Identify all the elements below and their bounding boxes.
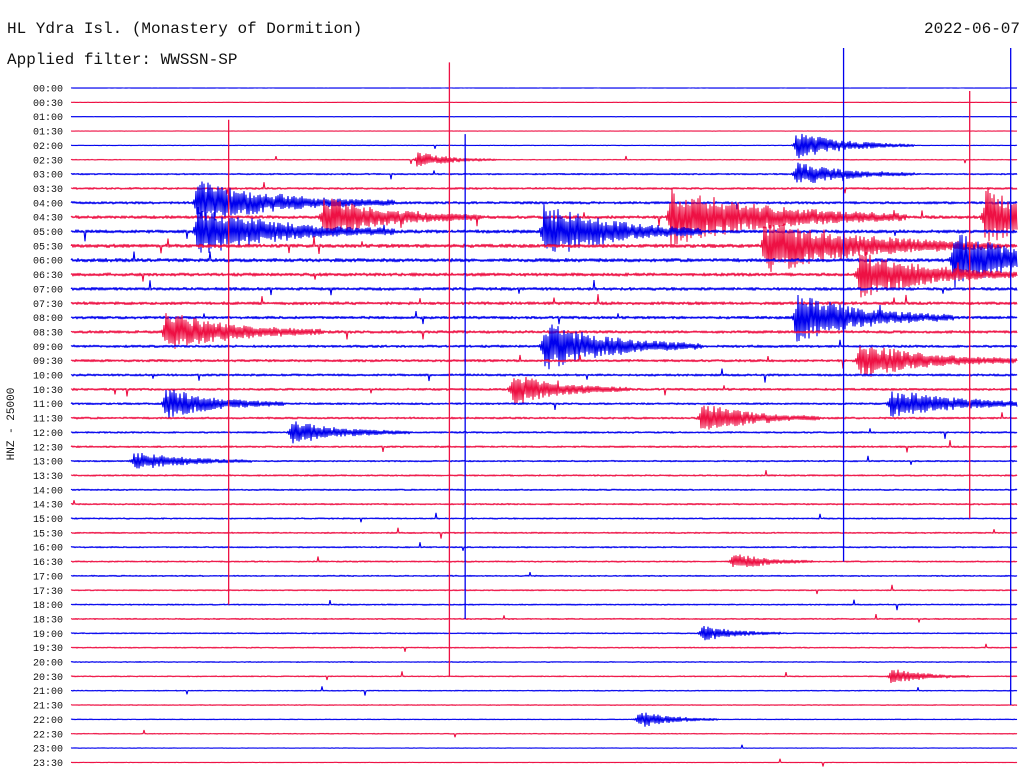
row-time-label: 09:00 [33,343,63,354]
trace-row-2300 [70,744,1018,749]
trace-row-1130 [70,405,1018,430]
trace-row-1700 [70,571,1018,578]
row-time-label: 15:00 [33,515,63,526]
date-label: 2022-06-07 [923,20,1020,38]
row-time-label: 00:00 [33,85,63,96]
row-time-label: 22:30 [33,730,63,741]
trace-row-1300 [70,452,1018,469]
row-time-label: 15:30 [33,529,63,540]
trace-row-0730 [70,294,1018,306]
trace-row-2330 [70,758,1018,767]
row-time-label: 10:30 [33,386,63,397]
row-time-label: 02:00 [33,142,63,153]
channel-axis-label: HNZ - 25000 [6,387,18,461]
row-time-label: 01:30 [33,128,63,139]
filter-label: Applied filter: WWSSN-SP [7,51,238,69]
row-time-label: 07:00 [33,285,63,296]
row-time-label: 03:00 [33,171,63,182]
row-time-label: 20:30 [33,673,63,684]
row-time-label: 11:30 [33,415,63,426]
row-time-label: 05:30 [33,242,63,253]
trace-row-1230 [70,440,1018,453]
trace-row-1200 [70,421,1018,444]
row-time-label: 17:30 [33,587,63,598]
trace-row-1900 [70,626,1018,641]
trace-row-1530 [70,527,1018,539]
row-time-label: 06:00 [33,257,63,268]
row-time-label: 21:00 [33,687,63,698]
row-time-label: 23:30 [33,759,63,770]
trace-row-1630 [70,554,1018,567]
row-time-label: 20:00 [33,659,63,670]
row-time-label: 06:30 [33,271,63,282]
row-time-label: 18:00 [33,601,63,612]
row-time-label: 23:00 [33,745,63,756]
trace-row-0330 [70,182,1018,195]
row-time-label: 08:00 [33,314,63,325]
trace-row-0200 [70,133,1018,159]
trace-row-1330 [70,470,1018,477]
trace-row-1600 [70,542,1018,551]
row-time-label: 19:30 [33,644,63,655]
row-time-label: 01:00 [33,113,63,124]
trace-row-0130 [70,130,1018,132]
trace-row-1030 [70,376,1018,404]
trace-row-1000 [70,368,1018,383]
row-time-label: 00:30 [33,99,63,110]
trace-row-2030 [70,669,1018,683]
trace-row-1430 [70,500,1018,506]
row-time-label: 03:30 [33,185,63,196]
row-time-label: 11:00 [33,400,63,411]
row-time-label: 17:00 [33,572,63,583]
row-time-label: 16:00 [33,544,63,555]
row-time-label: 13:00 [33,458,63,469]
row-time-label: 02:30 [33,156,63,167]
row-time-label: 09:30 [33,357,63,368]
row-time-label: 12:00 [33,429,63,440]
trace-row-2000 [70,660,1018,664]
row-time-label: 08:30 [33,328,63,339]
trace-row-2100 [70,686,1018,696]
row-time-label: 10:00 [33,372,63,383]
row-time-label: 05:00 [33,228,63,239]
row-time-label: 12:30 [33,443,63,454]
row-time-label: 14:30 [33,501,63,512]
trace-row-1400 [70,488,1018,491]
trace-row-1500 [70,512,1018,523]
trace-row-1100 [70,389,1018,419]
row-time-label: 04:30 [33,214,63,225]
trace-row-2230 [70,729,1018,738]
row-time-label: 21:30 [33,702,63,713]
row-time-label: 04:00 [33,199,63,210]
trace-row-2200 [70,712,1018,727]
trace-row-1730 [70,584,1018,595]
row-time-label: 13:30 [33,472,63,483]
trace-row-2130 [70,704,1018,706]
trace-row-0300 [70,162,1018,183]
row-time-label: 16:30 [33,558,63,569]
trace-row-0230 [70,152,1018,167]
trace-row-1800 [70,599,1018,611]
row-time-label: 22:00 [33,716,63,727]
station-title: HL Ydra Isl. (Monastery of Dormition) [7,20,363,38]
row-time-label: 18:30 [33,615,63,626]
row-time-label: 14:00 [33,486,63,497]
trace-row-1830 [70,613,1018,623]
row-time-label: 07:30 [33,300,63,311]
row-time-label: 19:00 [33,630,63,641]
trace-row-1930 [70,643,1018,652]
